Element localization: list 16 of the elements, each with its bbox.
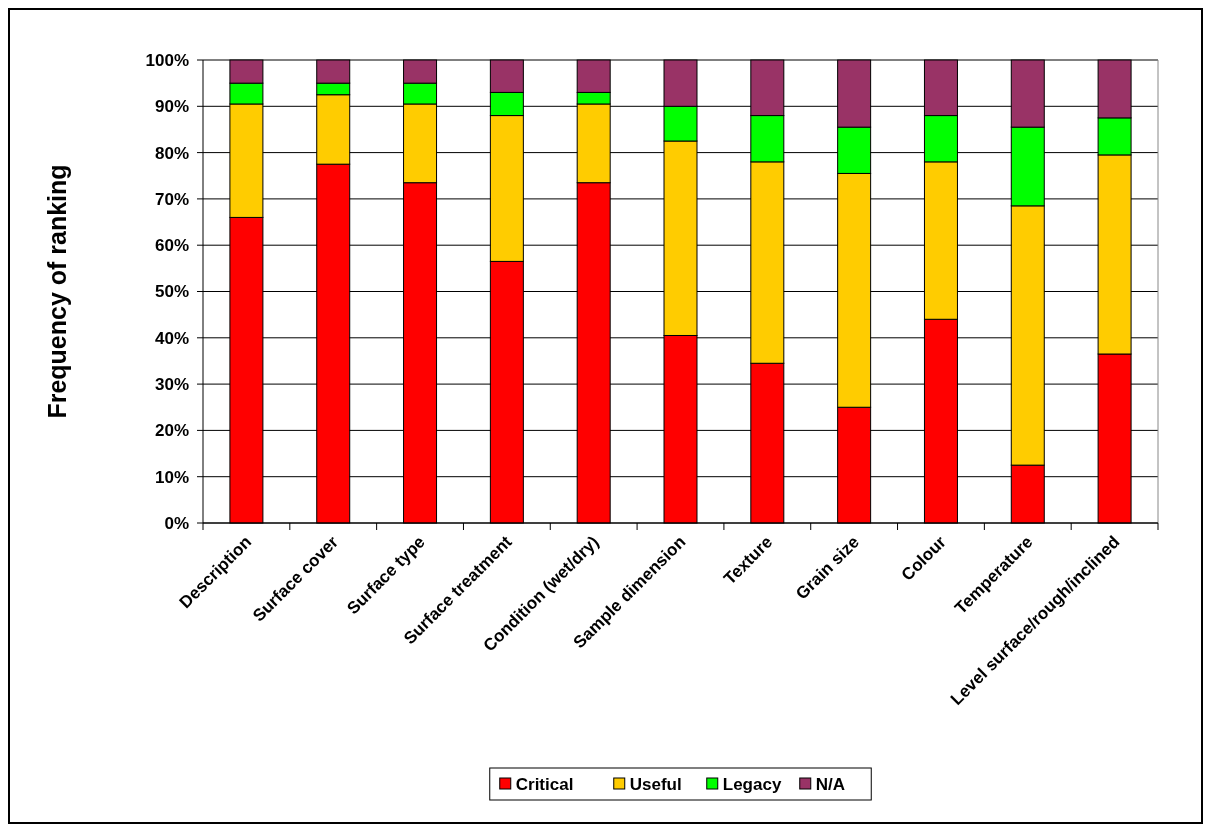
- y-tick-label: 50%: [154, 282, 189, 302]
- legend-label: Legacy: [722, 774, 782, 794]
- legend-label: Useful: [629, 774, 682, 794]
- y-tick-label: 20%: [154, 421, 189, 441]
- y-tick-label: 90%: [154, 97, 189, 117]
- y-tick-label: 80%: [154, 143, 189, 163]
- y-tick-label: 40%: [154, 328, 189, 348]
- y-tick-label: 10%: [154, 467, 189, 487]
- legend-label: N/A: [815, 774, 846, 794]
- y-tick-label: 0%: [164, 513, 189, 533]
- y-axis-title: Frequency of ranking: [43, 164, 71, 419]
- y-tick-label: 60%: [154, 236, 189, 256]
- y-tick-label: 30%: [154, 375, 189, 395]
- y-tick-label: 100%: [145, 50, 189, 70]
- y-tick-label: 70%: [154, 189, 189, 209]
- legend-label: Critical: [515, 774, 574, 794]
